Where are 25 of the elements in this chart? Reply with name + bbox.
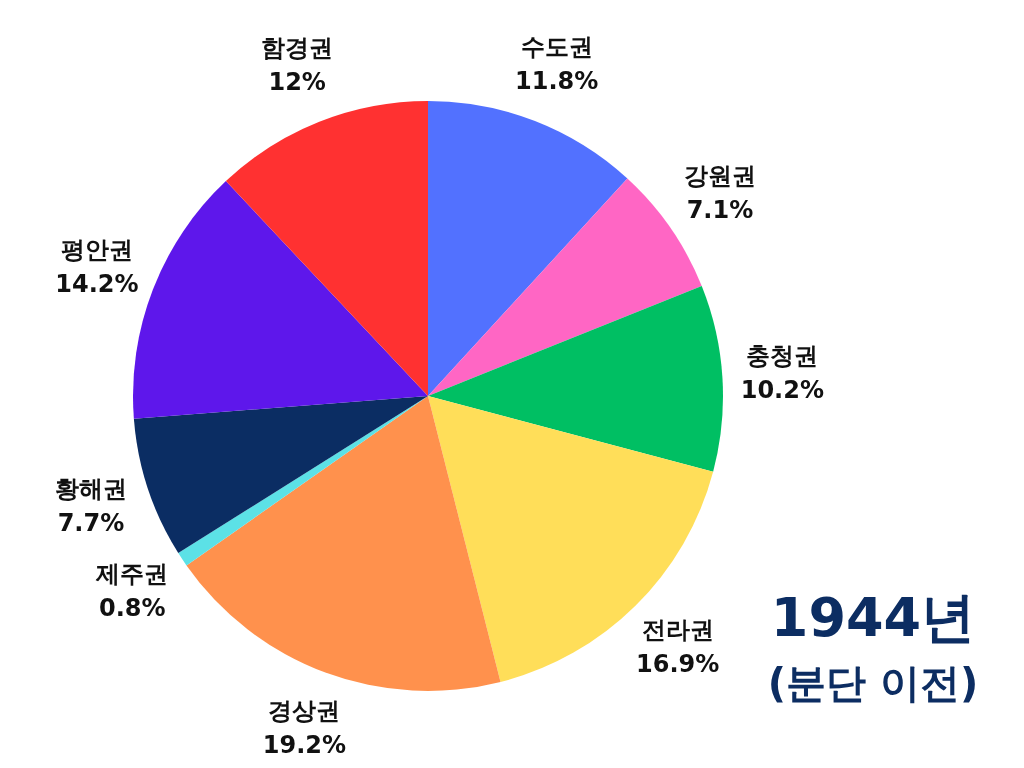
slice-label: 수도권 xyxy=(520,33,593,62)
data-label: 0.8% xyxy=(99,594,166,623)
data-label: 19.2% xyxy=(262,730,347,759)
pie-slice xyxy=(133,396,428,554)
pie-slice xyxy=(225,101,428,396)
text: (분단 이전) xyxy=(766,659,980,708)
slice-label: 강원권 xyxy=(683,161,756,190)
pie-slice xyxy=(428,286,723,472)
pie-slice xyxy=(428,101,628,396)
data-label: 10.2% xyxy=(740,376,824,405)
data-label: 14.2% xyxy=(55,269,139,298)
slice-label: 전라권 xyxy=(641,616,714,645)
slice-label: 황해권 xyxy=(54,475,127,504)
slice-label: 평안권 xyxy=(60,235,133,264)
slice-label: 충청권 xyxy=(746,342,819,371)
slice-label: 제주권 xyxy=(95,560,169,589)
text: 1944년 xyxy=(769,585,977,651)
slice-label: 경상권 xyxy=(268,696,341,725)
data-label: 7.7% xyxy=(57,509,125,538)
pie-slice xyxy=(186,396,501,691)
slice-label: 함경권 xyxy=(261,33,334,62)
data-label: 11.8% xyxy=(515,67,599,96)
data-label: 12% xyxy=(268,67,326,96)
data-label: 16.9% xyxy=(636,650,720,679)
data-label: 7.1% xyxy=(686,195,754,224)
